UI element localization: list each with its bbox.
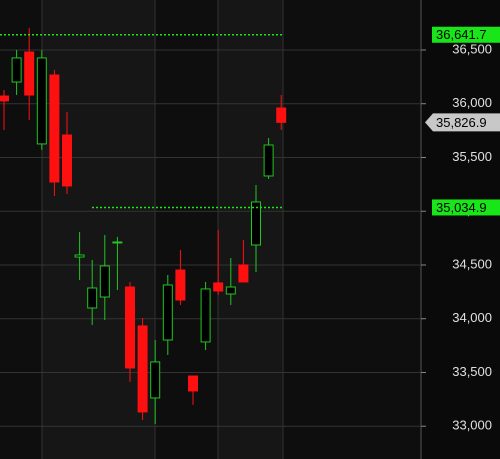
candle-body bbox=[112, 241, 123, 244]
candle-body bbox=[24, 51, 35, 96]
candle-body bbox=[62, 134, 72, 187]
candle-body bbox=[175, 269, 186, 301]
candle-body bbox=[11, 57, 22, 83]
level-label-box bbox=[432, 26, 500, 43]
candle-body bbox=[162, 284, 173, 341]
candle-body bbox=[263, 144, 274, 177]
y-tick-label: 34,000 bbox=[452, 310, 492, 325]
y-tick-label: 36,500 bbox=[452, 41, 492, 56]
candle-body bbox=[125, 286, 135, 369]
plot-band bbox=[283, 0, 421, 459]
axis-panel bbox=[421, 0, 500, 459]
candle-body bbox=[74, 254, 85, 258]
plot-band bbox=[155, 0, 218, 459]
y-tick-label: 35,500 bbox=[452, 149, 492, 164]
candle-body bbox=[188, 375, 198, 392]
candle-body bbox=[49, 74, 60, 183]
y-tick-label: 34,500 bbox=[452, 256, 492, 271]
level-label: 35,034.9 bbox=[436, 200, 487, 215]
candle-body bbox=[150, 361, 161, 399]
level-label-box bbox=[432, 199, 500, 216]
y-tick-label: 33,000 bbox=[452, 418, 492, 433]
candle-body bbox=[213, 282, 224, 292]
candle-body bbox=[0, 95, 9, 102]
level-label: 36,641.7 bbox=[436, 27, 487, 42]
candle-body bbox=[225, 286, 236, 295]
candle-body bbox=[276, 107, 287, 123]
candle-body bbox=[87, 287, 98, 309]
price-marker-label: 35,826.9 bbox=[436, 115, 487, 130]
y-tick-label: 33,500 bbox=[452, 364, 492, 379]
candle-body bbox=[99, 265, 110, 298]
candle-body bbox=[200, 288, 211, 343]
candle-body bbox=[137, 325, 148, 413]
candle-body bbox=[36, 57, 47, 145]
candle-body bbox=[238, 264, 249, 283]
y-tick-label: 36,000 bbox=[452, 95, 492, 110]
candle-body bbox=[251, 201, 261, 246]
price-marker-box bbox=[425, 113, 500, 132]
